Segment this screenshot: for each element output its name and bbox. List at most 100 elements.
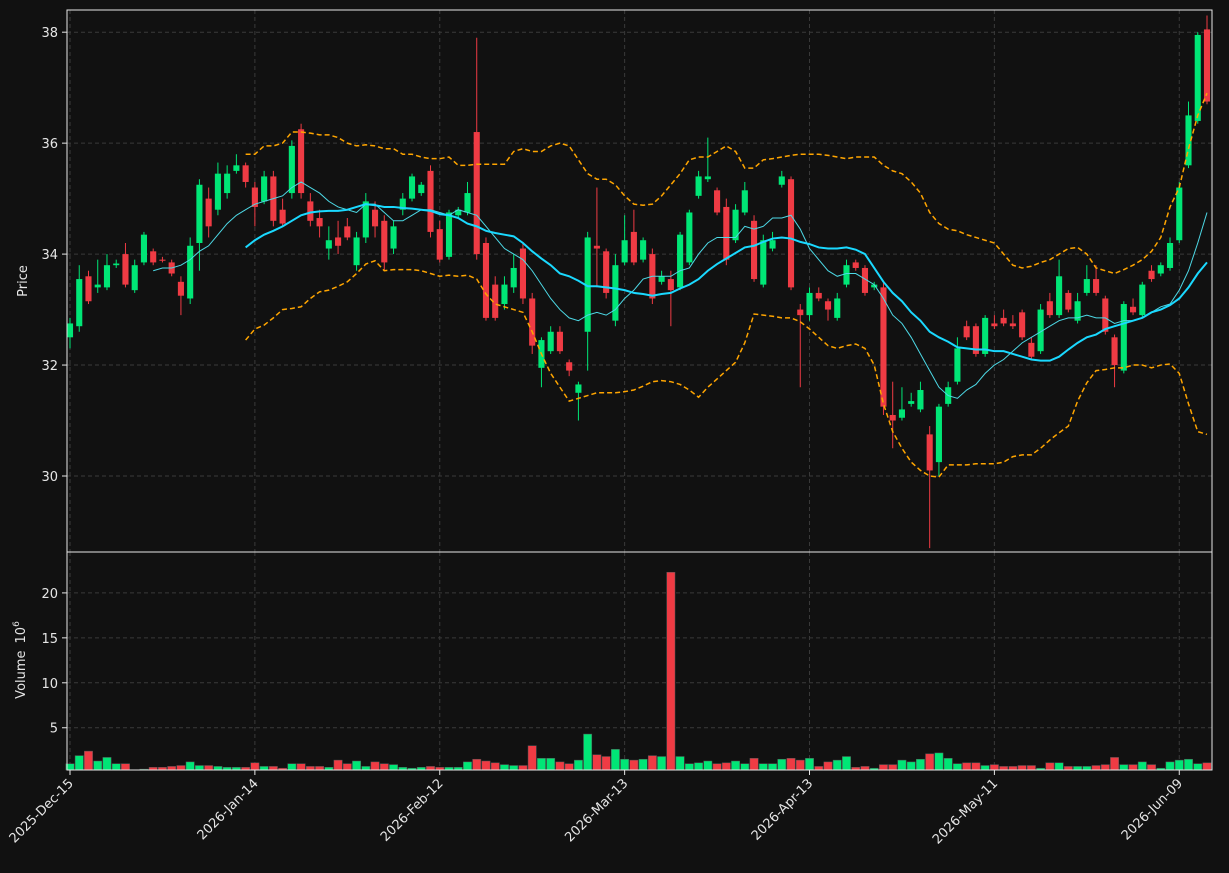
overlay-line <box>245 259 1208 478</box>
volume-bar <box>583 733 593 771</box>
candle-body <box>1009 323 1016 327</box>
volume-bar <box>592 754 602 771</box>
volume-bar <box>389 764 398 771</box>
candle-body <box>196 184 203 243</box>
y-tick-label: 36 <box>41 137 58 152</box>
candle-body <box>750 220 758 280</box>
candle-body <box>741 190 748 213</box>
candle-body <box>482 242 490 318</box>
volume-bar <box>1147 764 1156 771</box>
volume-bar <box>786 758 796 771</box>
candle-body <box>427 170 434 232</box>
candle-body <box>381 220 388 263</box>
volume-bar <box>1008 766 1018 771</box>
volume-bar <box>305 766 315 771</box>
candle-body <box>418 184 425 194</box>
candle-body <box>261 176 268 202</box>
candle-body <box>492 284 499 318</box>
candle-body <box>1157 265 1164 274</box>
overlay-line <box>245 203 1208 362</box>
candle-body <box>279 209 286 224</box>
candle-body <box>233 165 240 171</box>
volume-bar <box>860 766 870 771</box>
volume-bar <box>989 764 999 771</box>
volume-bar <box>721 762 731 771</box>
volume-bar <box>518 765 528 771</box>
candle-body <box>1139 284 1146 316</box>
volume-bar <box>527 745 537 771</box>
volume-bar <box>1202 762 1212 771</box>
volume-bar <box>888 764 898 771</box>
volume-bar <box>361 766 371 771</box>
candle-body <box>1056 276 1063 316</box>
volume-bar <box>1091 765 1101 771</box>
candle-body <box>519 248 527 299</box>
candle-body <box>797 309 804 316</box>
candle-body <box>778 176 785 185</box>
candle-body <box>140 234 148 263</box>
candle-body <box>686 212 693 263</box>
candle-body <box>575 384 582 393</box>
candle-body <box>344 226 351 238</box>
candle-body <box>1037 309 1044 352</box>
volume-bar <box>555 761 565 771</box>
volume-bar <box>102 757 112 771</box>
candle-body <box>824 301 832 310</box>
volume-bar <box>647 755 657 771</box>
candle-body <box>1000 317 1007 324</box>
volume-bar <box>574 759 583 771</box>
volume-bar <box>823 761 833 771</box>
candle-body <box>723 206 730 260</box>
volume-bar <box>268 766 278 771</box>
candle-body <box>464 193 471 213</box>
candle-body <box>1019 312 1026 338</box>
candle-body <box>658 276 665 282</box>
y-tick-label: 5 <box>50 722 58 737</box>
candle-body <box>187 245 194 299</box>
candle-body <box>556 331 563 352</box>
candle-body <box>335 237 342 246</box>
volume-bar <box>463 761 472 771</box>
candle-body <box>1148 270 1155 280</box>
candle-body <box>898 409 906 418</box>
candle-body <box>954 348 961 382</box>
candle-body <box>131 265 138 291</box>
volume-bar <box>777 758 787 771</box>
candle-body <box>436 229 443 260</box>
y-tick-label: 38 <box>41 26 58 41</box>
grid-layer <box>67 10 1212 770</box>
candle-body <box>177 281 184 296</box>
volume-bar <box>657 756 667 771</box>
y-tick-label: 30 <box>41 470 58 485</box>
volume-bar <box>84 750 93 771</box>
candle-body <box>612 265 619 321</box>
mark-layer <box>65 15 1212 771</box>
volume-bar <box>1174 759 1184 771</box>
candle-body <box>714 190 721 213</box>
candle-body <box>1093 279 1100 293</box>
volume-bar <box>1073 766 1082 771</box>
candle-body <box>251 187 258 207</box>
volume-bar <box>962 762 972 771</box>
candle-body <box>880 287 887 407</box>
price-axis-label: Price <box>16 265 31 297</box>
volume-bar <box>1128 764 1138 771</box>
candle-body <box>704 176 711 180</box>
volume-bar <box>185 761 195 771</box>
volume-bar <box>1054 762 1064 771</box>
volume-bar <box>620 758 630 771</box>
volume-bar <box>943 758 953 771</box>
volume-bar <box>315 766 324 771</box>
candle-body <box>408 176 416 199</box>
candle-body <box>982 317 989 354</box>
volume-bar <box>426 766 435 771</box>
volume-bar <box>906 761 916 771</box>
candle-body <box>806 292 813 316</box>
candle-body <box>390 226 397 249</box>
candle-body <box>455 209 462 216</box>
candle-body <box>584 237 591 332</box>
candle-body <box>445 212 453 257</box>
volume-bar <box>204 765 214 771</box>
volume-bar <box>980 765 990 771</box>
candle-body <box>205 198 212 227</box>
